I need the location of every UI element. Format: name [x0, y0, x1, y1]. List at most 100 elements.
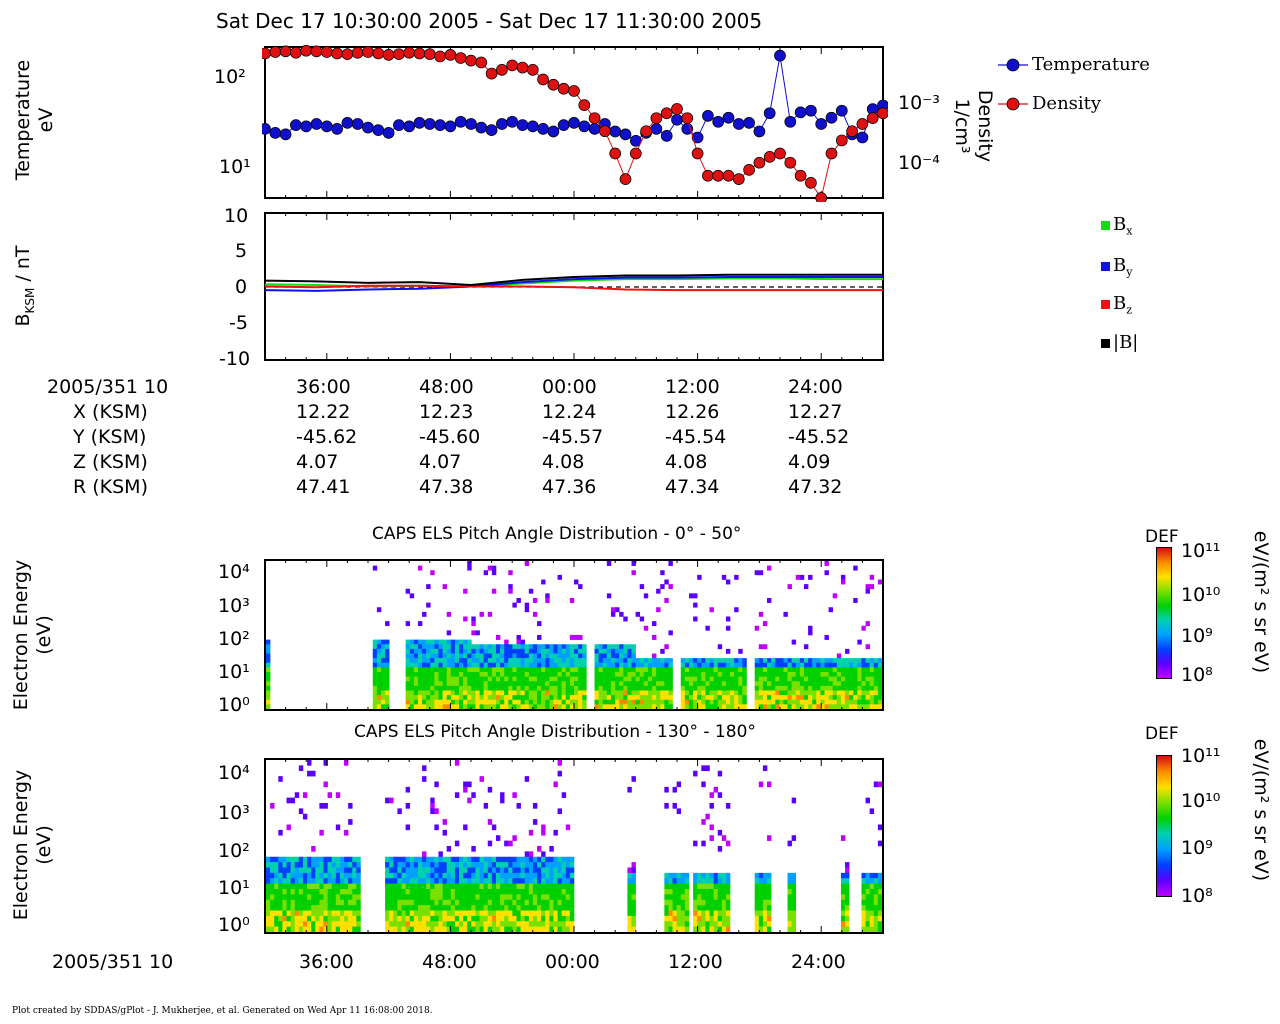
b-series-line [264, 284, 883, 292]
spectrogram-cell [438, 681, 443, 687]
density-point [423, 48, 436, 61]
spectrogram-cell [471, 905, 476, 911]
spectrogram-cell [631, 926, 636, 933]
spectrogram-cell [463, 862, 468, 868]
spectrogram-cell [348, 862, 353, 868]
spectrogram-cell [557, 910, 562, 917]
spectrogram-cell [557, 685, 562, 691]
spectrogram-cell [557, 899, 562, 906]
spectrogram-cell [430, 872, 435, 879]
spectrogram-cell [516, 856, 521, 863]
spectrogram-cell [331, 883, 337, 890]
spectrogram-cell [767, 690, 772, 696]
spectrogram-cell [791, 883, 797, 890]
spectrogram-cell [680, 905, 686, 911]
spectrogram-cell [389, 915, 394, 922]
spectrogram-cell [446, 611, 452, 617]
spectrogram-cell [434, 862, 439, 868]
spectrogram-cell [791, 894, 797, 901]
spectrogram-cell [454, 685, 460, 691]
spectrogram-cell [877, 579, 883, 585]
spectrogram-cell [787, 905, 792, 911]
spectrogram-cell [426, 672, 431, 677]
spectrogram-cell [434, 872, 439, 879]
spectrogram-cell [298, 856, 304, 863]
spectrogram-cell [479, 862, 484, 868]
spectrogram-cell [832, 667, 838, 673]
spectrogram-cell [754, 625, 760, 631]
spectrogram-cell [528, 662, 534, 668]
spectrogram-cell [791, 685, 797, 691]
spectrogram-cell [549, 915, 554, 922]
spectrogram-cell [454, 926, 460, 933]
spectrogram-cell [380, 676, 386, 682]
spectrogram-cell [286, 910, 291, 917]
spectrogram-cell [528, 851, 534, 858]
spectrogram-cell [709, 699, 714, 705]
spectrogram-cell [754, 878, 760, 884]
temperature-point [465, 118, 477, 130]
spectrogram-cell [791, 878, 797, 884]
spectrogram-cell [537, 690, 542, 696]
spectrogram-cell [672, 899, 677, 906]
spectrogram-cell [491, 862, 497, 868]
spectrogram-cell [385, 797, 390, 804]
spectrogram-cell [463, 644, 468, 650]
spectrogram-cell [500, 905, 505, 911]
colorbar2-tick: 10⁹ [1181, 837, 1213, 859]
spectrogram-cell [684, 667, 690, 673]
spectrogram-cell [512, 856, 517, 863]
spectrogram-cell [713, 667, 719, 673]
spectrogram-cell [787, 685, 792, 691]
spectrogram-cell [582, 699, 587, 705]
spectrogram-cell [783, 681, 788, 687]
spectrogram-cell [725, 926, 731, 933]
spectrogram-cell [422, 672, 427, 677]
spectrogram-cell [705, 765, 710, 772]
spectrogram-cell [549, 878, 554, 884]
spectrogram-cell [491, 653, 497, 659]
spectrogram-cell [380, 699, 386, 705]
spectrogram-cell [463, 676, 468, 682]
spectrogram1-title: CAPS ELS Pitch Angle Distribution - 0° -… [372, 524, 742, 544]
spectrogram-cell [808, 690, 813, 696]
spectrogram-cell [652, 699, 657, 705]
spectrogram-cell [475, 662, 480, 668]
spectrogram-cell [463, 915, 468, 922]
spectrogram-cell [791, 639, 797, 645]
spectrogram-cell [873, 667, 879, 673]
spectrogram-cell [450, 685, 456, 691]
spectrogram-cell [561, 915, 567, 922]
spectrogram-cell [845, 662, 850, 668]
spectrogram-cell [286, 867, 291, 874]
spectrogram-cell [479, 872, 484, 879]
spectrogram-cell [840, 835, 846, 841]
spectrogram-cell [545, 685, 550, 691]
spec2-tick: 10² [218, 840, 250, 862]
spectrogram-cell [693, 676, 698, 682]
spectrogram-cell [409, 872, 415, 879]
spectrogram-cell [664, 786, 669, 793]
spectrogram-cell [520, 699, 526, 705]
spectrogram-cell [627, 662, 632, 668]
spectrogram-cell [372, 676, 378, 682]
spectrogram-cell [385, 915, 390, 922]
spectrogram-cell [409, 894, 415, 901]
spectrogram-cell [565, 672, 571, 677]
spectrogram-cell [413, 910, 419, 917]
spectrogram-cell [845, 862, 850, 868]
spectrogram-cell [500, 699, 505, 705]
spectrogram-cell [483, 681, 489, 687]
spectrogram-cell [327, 926, 333, 933]
spectrogram-cell [779, 667, 784, 673]
spectrogram-cell [812, 685, 817, 691]
spectrogram-cell [545, 867, 550, 874]
spectrogram-cell [541, 894, 546, 901]
spectrogram-cell [816, 667, 821, 673]
spectrogram-cell [869, 690, 875, 696]
spectrogram-cell [487, 611, 493, 617]
spectrogram-cell [417, 867, 423, 874]
spectrogram-cell [701, 910, 706, 917]
spectrogram-cell [742, 690, 747, 696]
spectrogram-cell [561, 921, 567, 927]
